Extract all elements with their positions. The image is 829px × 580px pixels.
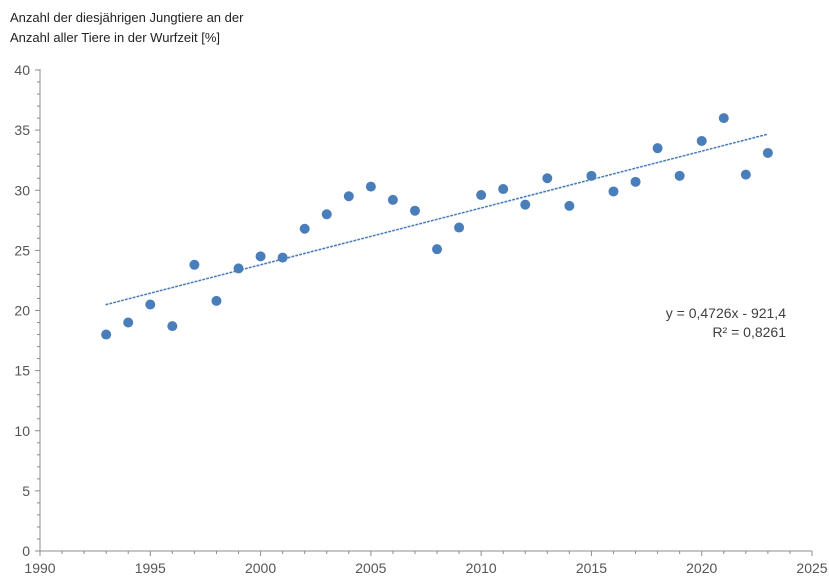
- x-tick-label: 2005: [355, 560, 386, 576]
- x-tick-label: 2010: [466, 560, 497, 576]
- trendline-equation-box: y = 0,4726x - 921,4 R² = 0,8261: [600, 304, 786, 342]
- x-tick-label: 2020: [686, 560, 717, 576]
- data-point: [299, 223, 310, 234]
- data-point: [211, 295, 222, 306]
- data-point: [520, 199, 531, 210]
- data-point: [542, 173, 553, 184]
- data-point: [409, 205, 420, 216]
- data-point: [696, 135, 707, 146]
- data-point: [167, 321, 178, 332]
- y-tick-label: 0: [22, 543, 30, 559]
- y-axis-title: Anzahl der diesjährigen Jungtiere an der…: [10, 8, 243, 48]
- data-point: [454, 222, 465, 233]
- y-tick-label: 15: [14, 363, 30, 379]
- data-point: [586, 170, 597, 181]
- trendline: [105, 133, 769, 306]
- x-tick-label: 2015: [576, 560, 607, 576]
- data-point: [233, 263, 244, 274]
- trendline-equation: y = 0,4726x - 921,4: [665, 305, 786, 321]
- y-tick-label: 35: [14, 122, 30, 138]
- data-point: [432, 244, 443, 255]
- y-axis-title-line-1: Anzahl der diesjährigen Jungtiere an der: [10, 10, 244, 25]
- data-point: [145, 299, 156, 310]
- y-tick-label: 30: [14, 182, 30, 198]
- data-point: [740, 169, 751, 180]
- data-point: [343, 191, 354, 202]
- data-point: [189, 259, 200, 270]
- y-tick-label: 20: [14, 303, 30, 319]
- y-tick-label: 10: [14, 423, 30, 439]
- data-point: [608, 186, 619, 197]
- data-point: [718, 113, 729, 124]
- x-tick-label: 1995: [135, 560, 166, 576]
- y-tick-label: 25: [14, 242, 30, 258]
- data-point: [101, 329, 112, 340]
- data-point: [277, 252, 288, 263]
- data-point: [652, 143, 663, 154]
- y-axis-title-line-2: Anzahl aller Tiere in der Wurfzeit [%]: [10, 30, 221, 45]
- data-point: [674, 170, 685, 181]
- trendline-r-squared: R² = 0,8261: [712, 324, 786, 340]
- data-point: [321, 209, 332, 220]
- data-point: [123, 317, 134, 328]
- x-tick-label: 1990: [24, 560, 55, 576]
- x-tick-label: 2025: [796, 560, 827, 576]
- data-point: [365, 181, 376, 192]
- data-point: [387, 194, 398, 205]
- data-point: [476, 190, 487, 201]
- data-point: [498, 184, 509, 195]
- y-tick-label: 5: [22, 483, 30, 499]
- data-point: [762, 147, 773, 158]
- data-point: [630, 176, 641, 187]
- x-tick-label: 2000: [245, 560, 276, 576]
- data-point: [564, 200, 575, 211]
- data-point: [255, 251, 266, 262]
- y-tick-label: 40: [14, 62, 30, 78]
